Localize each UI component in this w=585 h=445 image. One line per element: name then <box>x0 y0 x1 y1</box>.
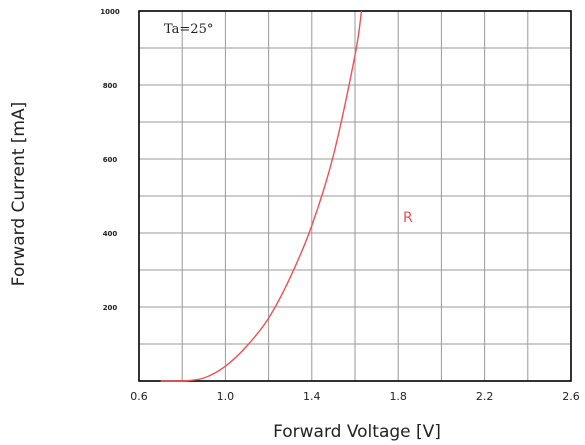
series-line-r <box>160 10 363 382</box>
y-tick-label: 400 <box>103 230 118 238</box>
x-tick-label: 0.6 <box>130 390 148 403</box>
y-axis-title: Forward Current [mA] <box>9 102 29 286</box>
y-tick-labels: 200 400 600 800 1000 <box>100 8 120 312</box>
x-tick-label: 2.6 <box>562 390 580 403</box>
x-tick-label: 2.2 <box>476 390 494 403</box>
x-tick-label: 1.8 <box>389 390 407 403</box>
plot-frame <box>138 10 572 382</box>
x-tick-label: 1.0 <box>217 390 235 403</box>
y-tick-label: 600 <box>103 156 118 164</box>
y-tick-label: 1000 <box>100 8 120 16</box>
series-layer <box>160 10 363 382</box>
grid <box>139 11 571 381</box>
x-tick-label: 1.4 <box>303 390 321 403</box>
x-tick-labels: 0.6 1.0 1.4 1.8 2.2 2.6 <box>130 390 580 403</box>
y-tick-label: 200 <box>103 304 118 312</box>
y-tick-label: 800 <box>103 82 118 90</box>
condition-label: Ta=25° <box>164 22 213 37</box>
x-axis-title: Forward Voltage [V] <box>273 422 441 442</box>
series-label-r: R <box>403 210 413 226</box>
